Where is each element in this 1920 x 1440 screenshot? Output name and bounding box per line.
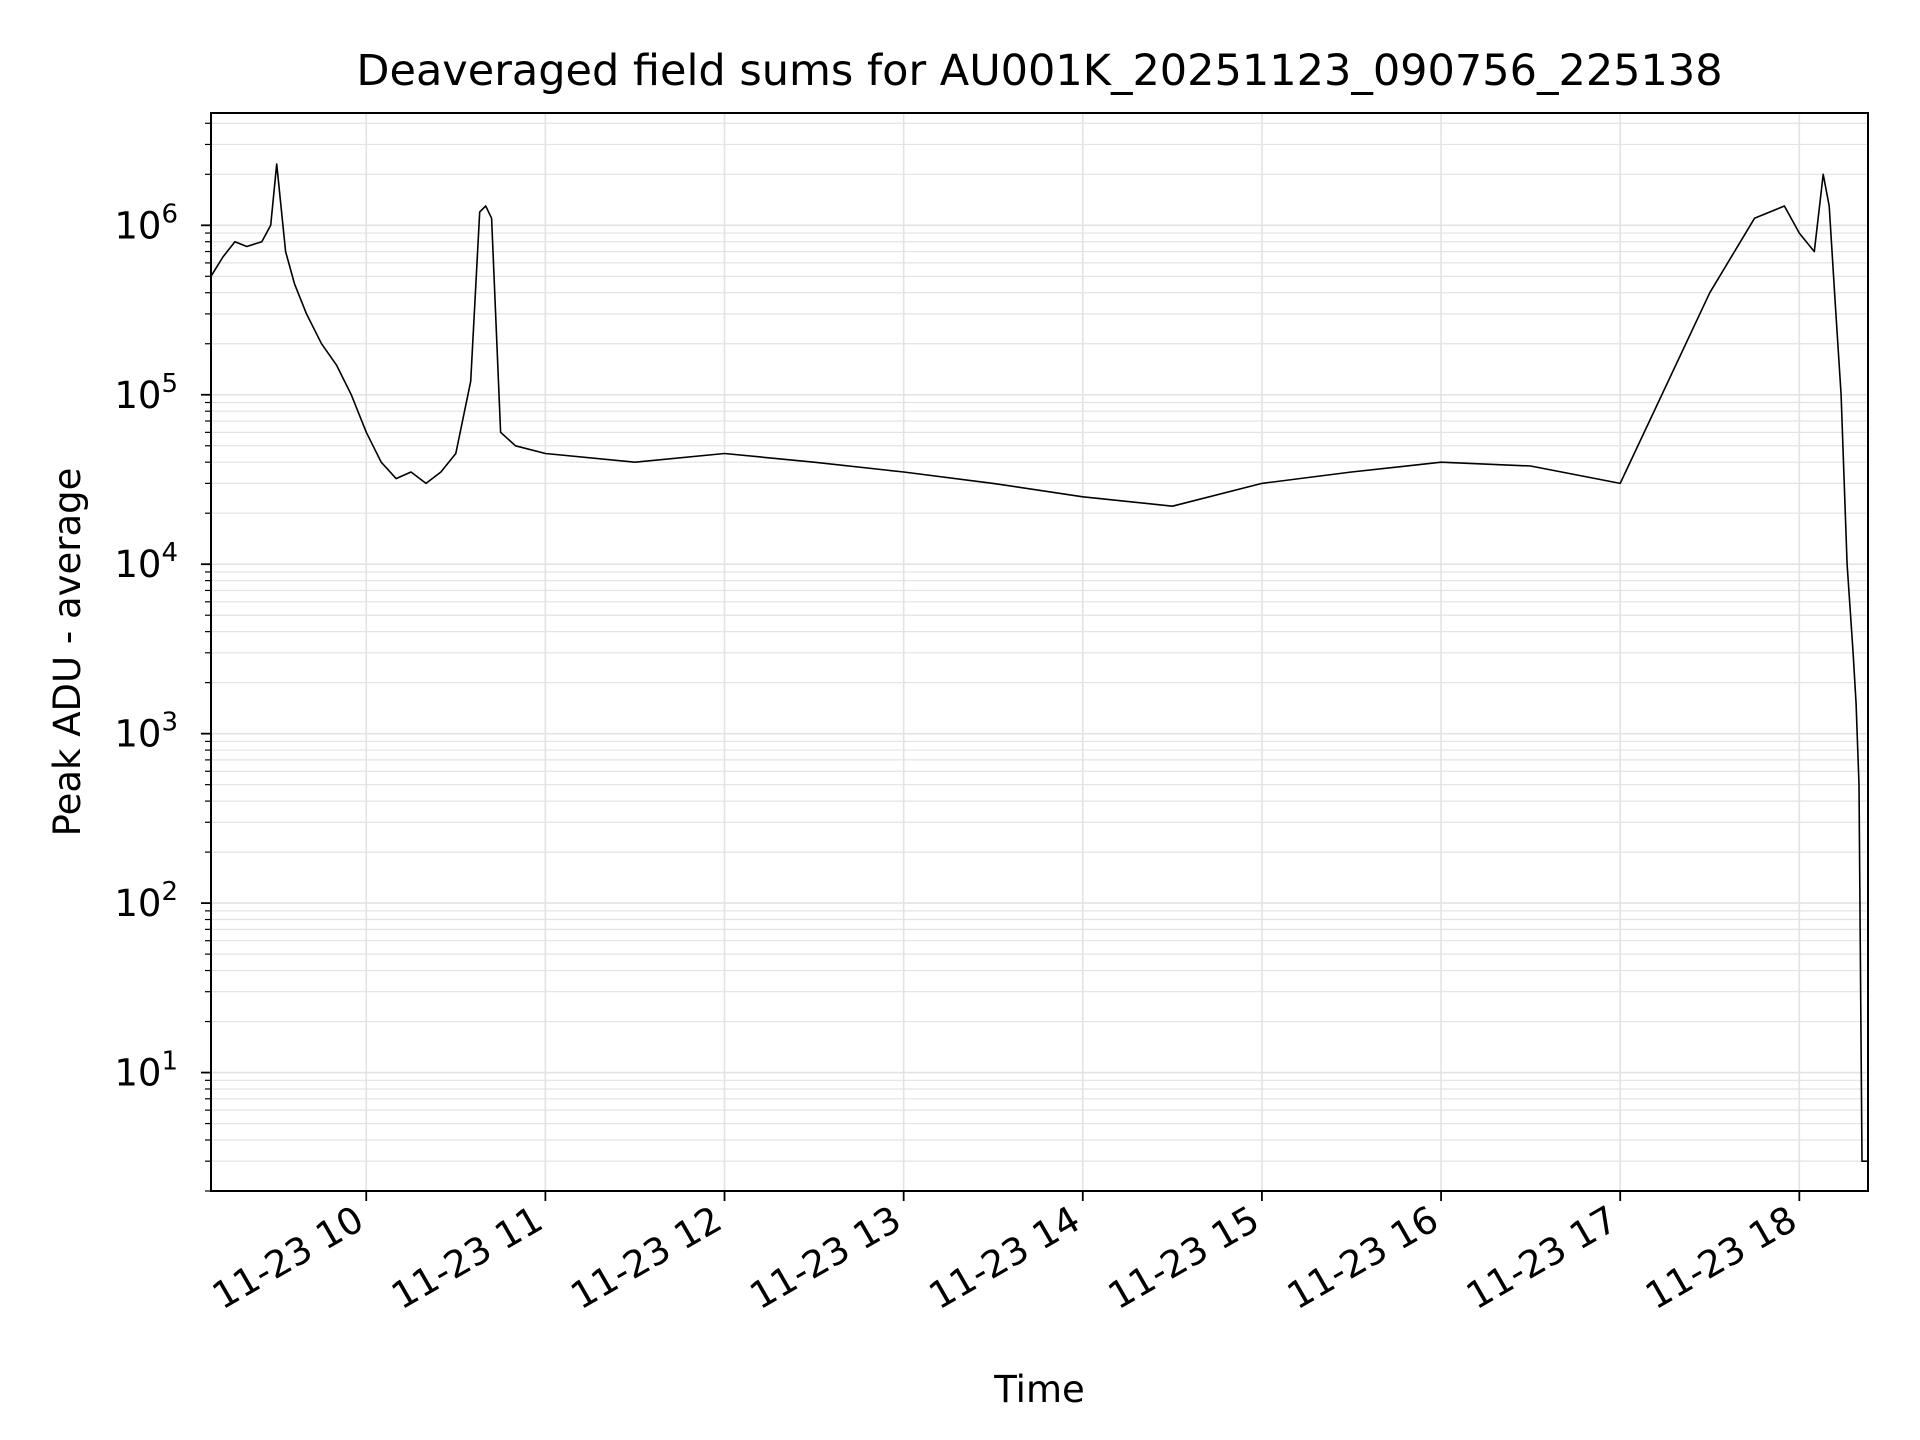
grid [211, 113, 1868, 1192]
series-line [210, 163, 1868, 1162]
y-tick-label-base: 10 [114, 1052, 161, 1095]
y-tick-label-exponent: 2 [161, 877, 178, 907]
y-tick-label-exponent: 1 [161, 1047, 178, 1077]
y-tick-label: 101 [114, 1047, 178, 1095]
y-tick-label-base: 10 [114, 882, 161, 925]
y-tick-label: 106 [114, 199, 178, 247]
ticks [201, 122, 1801, 1201]
y-tick-label-base: 10 [114, 713, 161, 756]
y-tick-label-exponent: 3 [161, 708, 178, 738]
plot-line-group [210, 163, 1868, 1162]
y-tick-label-base: 10 [114, 204, 161, 247]
y-tick-label: 102 [114, 877, 178, 925]
x-axis-label: Time [993, 1368, 1085, 1411]
y-axis-label: Peak ADU - average [46, 468, 89, 837]
y-tick-label-exponent: 5 [161, 369, 178, 399]
y-tick-label: 104 [114, 538, 178, 586]
plot-frame [210, 112, 1869, 1192]
y-tick-label-base: 10 [114, 543, 161, 586]
y-tick-label-base: 10 [114, 374, 161, 417]
y-tick-label-exponent: 4 [161, 538, 178, 568]
y-tick-label: 103 [114, 708, 178, 756]
chart-title: Deaveraged field sums for AU001K_2025112… [356, 46, 1722, 96]
y-tick-label-exponent: 6 [161, 199, 178, 229]
y-tick-label: 105 [114, 369, 178, 417]
